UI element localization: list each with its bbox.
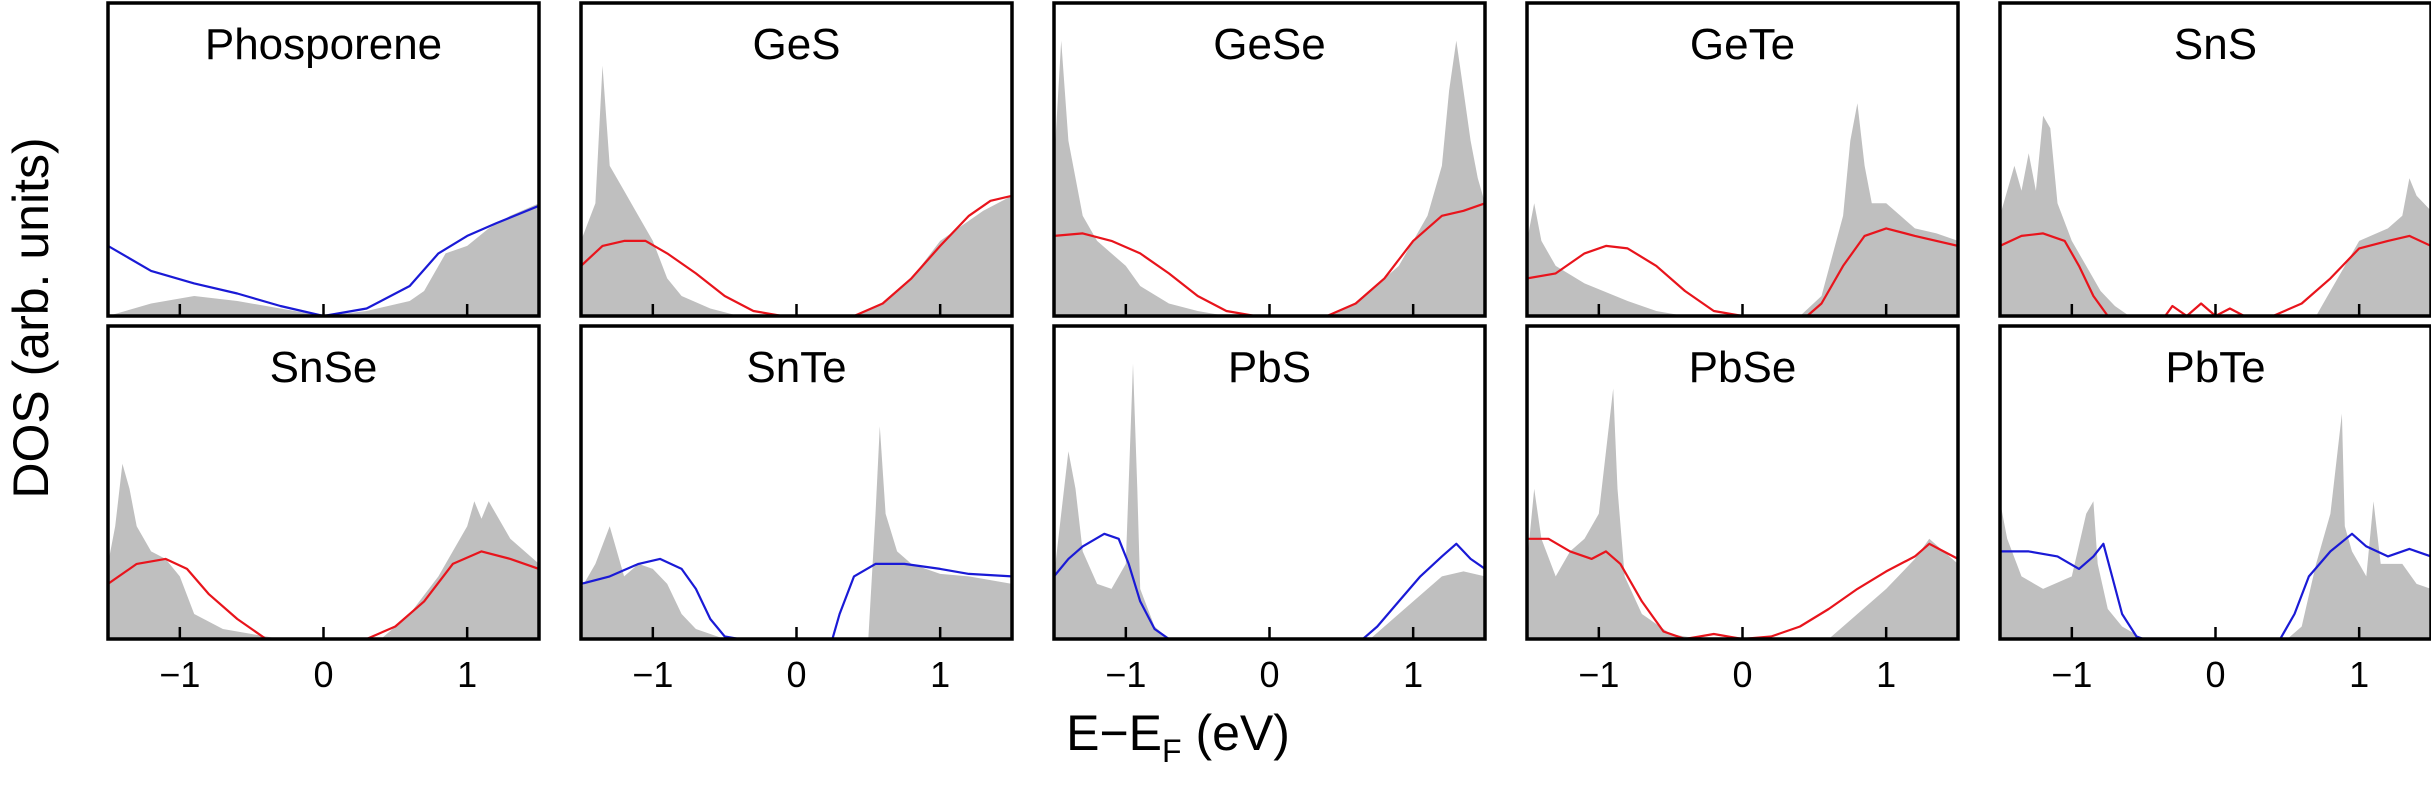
panel-title: SnSe (270, 343, 378, 392)
x-tick-label: 1 (2349, 654, 2369, 695)
dos-line-blue (1054, 532, 1485, 639)
x-axis-label-subscript: F (1162, 733, 1182, 769)
panel-snte: −1 0 1 SnTe (579, 324, 1014, 695)
x-axis-label-main: E−E (1066, 705, 1162, 761)
total-dos-fill (2000, 413, 2431, 639)
x-tick-label: −1 (1578, 654, 1619, 695)
panel-title: SnTe (746, 343, 846, 392)
panel-pbte: −1 0 1 PbTe (1998, 324, 2431, 695)
panel-ges: GeS (579, 1, 1014, 318)
panel-snse: −1 0 1 SnSe (106, 324, 541, 695)
x-tick-label: 1 (930, 654, 950, 695)
panel-title: PbSe (1689, 343, 1797, 392)
x-tick-label: −1 (1105, 654, 1146, 695)
total-dos-fill (581, 426, 1012, 639)
x-tick-label: 1 (1876, 654, 1896, 695)
dos-line-blue (108, 204, 539, 316)
x-tick-label: 0 (1259, 654, 1279, 695)
panel-gese: GeSe (1052, 1, 1487, 318)
x-tick-label: 0 (313, 654, 333, 695)
x-tick-label: 0 (2205, 654, 2225, 695)
total-dos-fill (108, 463, 539, 639)
x-axis-label-unit: (eV) (1182, 705, 1290, 761)
panel-title: PbS (1228, 343, 1311, 392)
total-dos-fill (108, 203, 539, 316)
x-axis-label: E−EF (eV) (1066, 705, 1290, 769)
total-dos-fill (581, 65, 1012, 316)
panel-title: PbTe (2165, 343, 2265, 392)
panel-title: GeSe (1213, 20, 1326, 69)
panel-title: SnS (2174, 20, 2257, 69)
dos-line-red (1527, 227, 1958, 316)
x-tick-label: 0 (1732, 654, 1752, 695)
x-tick-label: −1 (159, 654, 200, 695)
panel-title: GeS (752, 20, 840, 69)
dos-line-red (1054, 202, 1485, 316)
panel-pbs: −1 0 1 PbS (1052, 324, 1487, 695)
x-tick-label: −1 (632, 654, 673, 695)
dos-line-red (2000, 232, 2431, 316)
total-dos-fill (1527, 388, 1958, 639)
panel-grid: Phosporene GeS GeSe GeTe SnS −1 0 1 SnSe −1 0 1 SnTe… (106, 1, 2431, 695)
dos-line-blue (2000, 532, 2431, 639)
total-dos-fill (1054, 363, 1485, 639)
dos-line-blue (581, 557, 1012, 639)
x-tick-label: −1 (2051, 654, 2092, 695)
total-dos-fill (1527, 103, 1958, 316)
x-tick-label: 0 (786, 654, 806, 695)
dos-line-red (1527, 537, 1958, 639)
dos-line-red (581, 194, 1012, 316)
panel-gete: GeTe (1525, 1, 1960, 318)
y-axis-label: DOS (arb. units) (3, 137, 59, 498)
panel-phosporene: Phosporene (106, 1, 541, 318)
panel-title: Phosporene (205, 20, 442, 69)
x-tick-label: 1 (1403, 654, 1423, 695)
total-dos-fill (1054, 40, 1485, 316)
panel-sns: SnS (1998, 1, 2431, 318)
x-tick-label: 1 (457, 654, 477, 695)
total-dos-fill (2000, 115, 2431, 316)
panel-title: GeTe (1690, 20, 1795, 69)
panel-pbse: −1 0 1 PbSe (1525, 324, 1960, 695)
dos-line-red (108, 550, 539, 639)
